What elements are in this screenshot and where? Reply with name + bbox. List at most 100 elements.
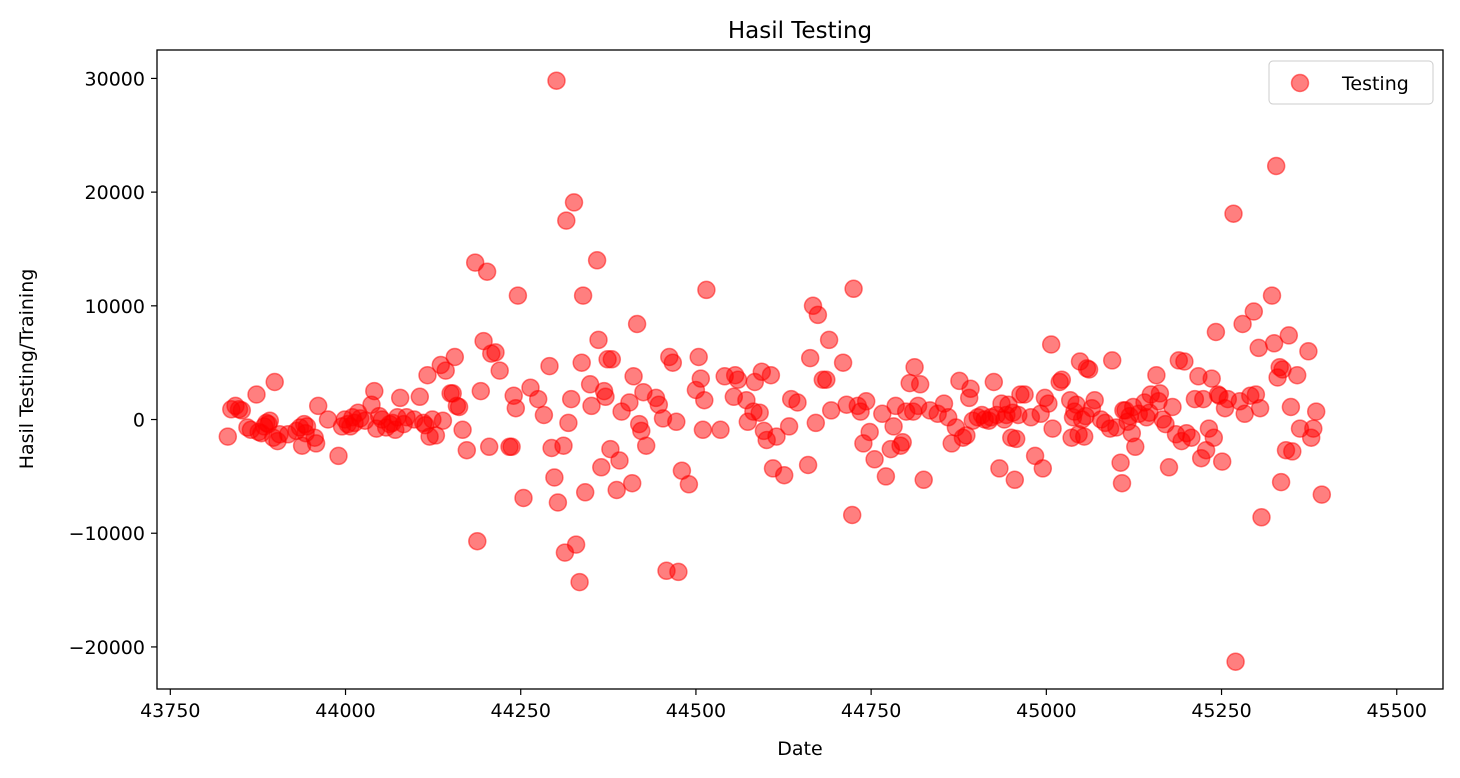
- data-point: [329, 446, 348, 466]
- data-point: [1163, 397, 1182, 417]
- data-point: [1102, 351, 1122, 370]
- data-point: [1006, 429, 1026, 449]
- data-point: [1264, 334, 1284, 353]
- x-axis-ticks: 43750 44000 44250 44500 44750 45000 45250 45500: [140, 689, 1427, 722]
- data-point: [547, 71, 566, 90]
- data-point: [663, 353, 683, 372]
- data-point: [582, 396, 601, 416]
- data-point: [570, 572, 589, 592]
- data-point: [575, 483, 595, 502]
- data-point: [471, 381, 491, 401]
- data-point: [528, 389, 548, 409]
- data-points: [218, 71, 1332, 671]
- data-point: [774, 465, 794, 485]
- data-point: [1262, 286, 1282, 305]
- data-point: [1304, 419, 1323, 438]
- data-point: [508, 286, 528, 305]
- data-point: [844, 279, 863, 299]
- data-point: [557, 211, 576, 230]
- data-point: [711, 420, 730, 440]
- data-point: [691, 369, 711, 388]
- x-tick-label: 45250: [1191, 700, 1251, 722]
- data-point: [767, 427, 786, 446]
- data-point: [540, 356, 559, 376]
- data-point: [1224, 204, 1243, 223]
- data-point: [1233, 314, 1252, 334]
- data-point: [689, 347, 708, 367]
- data-point: [873, 404, 892, 424]
- data-point: [1039, 394, 1058, 413]
- data-point: [961, 379, 980, 399]
- data-point: [573, 286, 593, 305]
- data-point: [695, 390, 714, 410]
- legend-label: Testing: [1341, 73, 1409, 95]
- data-point: [627, 314, 647, 334]
- y-tick-label: 20000: [85, 182, 145, 204]
- data-point: [1147, 365, 1166, 385]
- data-point: [610, 451, 629, 470]
- data-point: [990, 459, 1009, 478]
- data-point: [1159, 458, 1179, 477]
- data-point: [622, 473, 642, 493]
- data-point: [490, 361, 509, 380]
- data-point: [1126, 437, 1145, 457]
- data-point: [728, 370, 748, 389]
- data-point: [1235, 404, 1254, 424]
- data-point: [817, 370, 836, 389]
- data-point: [1202, 369, 1221, 388]
- data-point: [449, 397, 469, 417]
- data-point: [1041, 335, 1061, 354]
- data-point: [1212, 452, 1232, 471]
- data-point: [436, 361, 455, 380]
- data-point: [1033, 459, 1053, 478]
- data-point: [1299, 342, 1318, 361]
- y-axis-label: Hasil Testing/Training: [16, 269, 38, 470]
- data-point: [667, 412, 686, 432]
- data-point: [559, 413, 578, 433]
- x-tick-label: 44500: [666, 700, 726, 722]
- data-point: [265, 372, 284, 392]
- chart-title: Hasil Testing: [728, 18, 872, 44]
- y-tick-label: 0: [133, 410, 145, 432]
- data-point: [884, 417, 903, 436]
- data-point: [669, 562, 688, 582]
- data-point: [554, 436, 573, 455]
- data-point: [218, 427, 238, 446]
- data-point: [1281, 397, 1301, 417]
- data-point: [418, 365, 437, 385]
- data-point: [566, 535, 586, 554]
- data-point: [479, 437, 499, 457]
- data-point: [308, 396, 328, 416]
- data-point: [1250, 398, 1270, 418]
- data-point: [1204, 428, 1224, 447]
- data-point: [842, 505, 862, 525]
- data-point: [693, 420, 713, 440]
- data-point: [365, 381, 384, 401]
- data-point: [1266, 156, 1286, 176]
- data-point: [587, 251, 607, 270]
- x-tick-label: 44750: [841, 700, 901, 722]
- data-point: [1271, 472, 1291, 492]
- y-axis-ticks: −20000 −10000 0 10000 20000 30000: [69, 68, 157, 659]
- data-point: [1287, 365, 1307, 385]
- data-point: [433, 411, 453, 430]
- data-point: [893, 433, 912, 452]
- data-point: [1015, 385, 1034, 404]
- data-point: [1249, 338, 1268, 358]
- data-point: [445, 347, 465, 367]
- data-point: [798, 455, 818, 475]
- data-point: [876, 467, 896, 486]
- data-point: [833, 353, 853, 372]
- data-point: [1279, 326, 1299, 345]
- data-point: [1252, 508, 1271, 527]
- data-point: [1182, 428, 1201, 447]
- x-tick-label: 44250: [490, 700, 550, 722]
- data-point: [1226, 652, 1245, 671]
- data-point: [865, 450, 884, 469]
- data-point: [596, 387, 615, 407]
- data-point: [1043, 419, 1062, 438]
- data-point: [506, 398, 526, 418]
- data-point: [819, 330, 839, 350]
- data-point: [1112, 473, 1132, 493]
